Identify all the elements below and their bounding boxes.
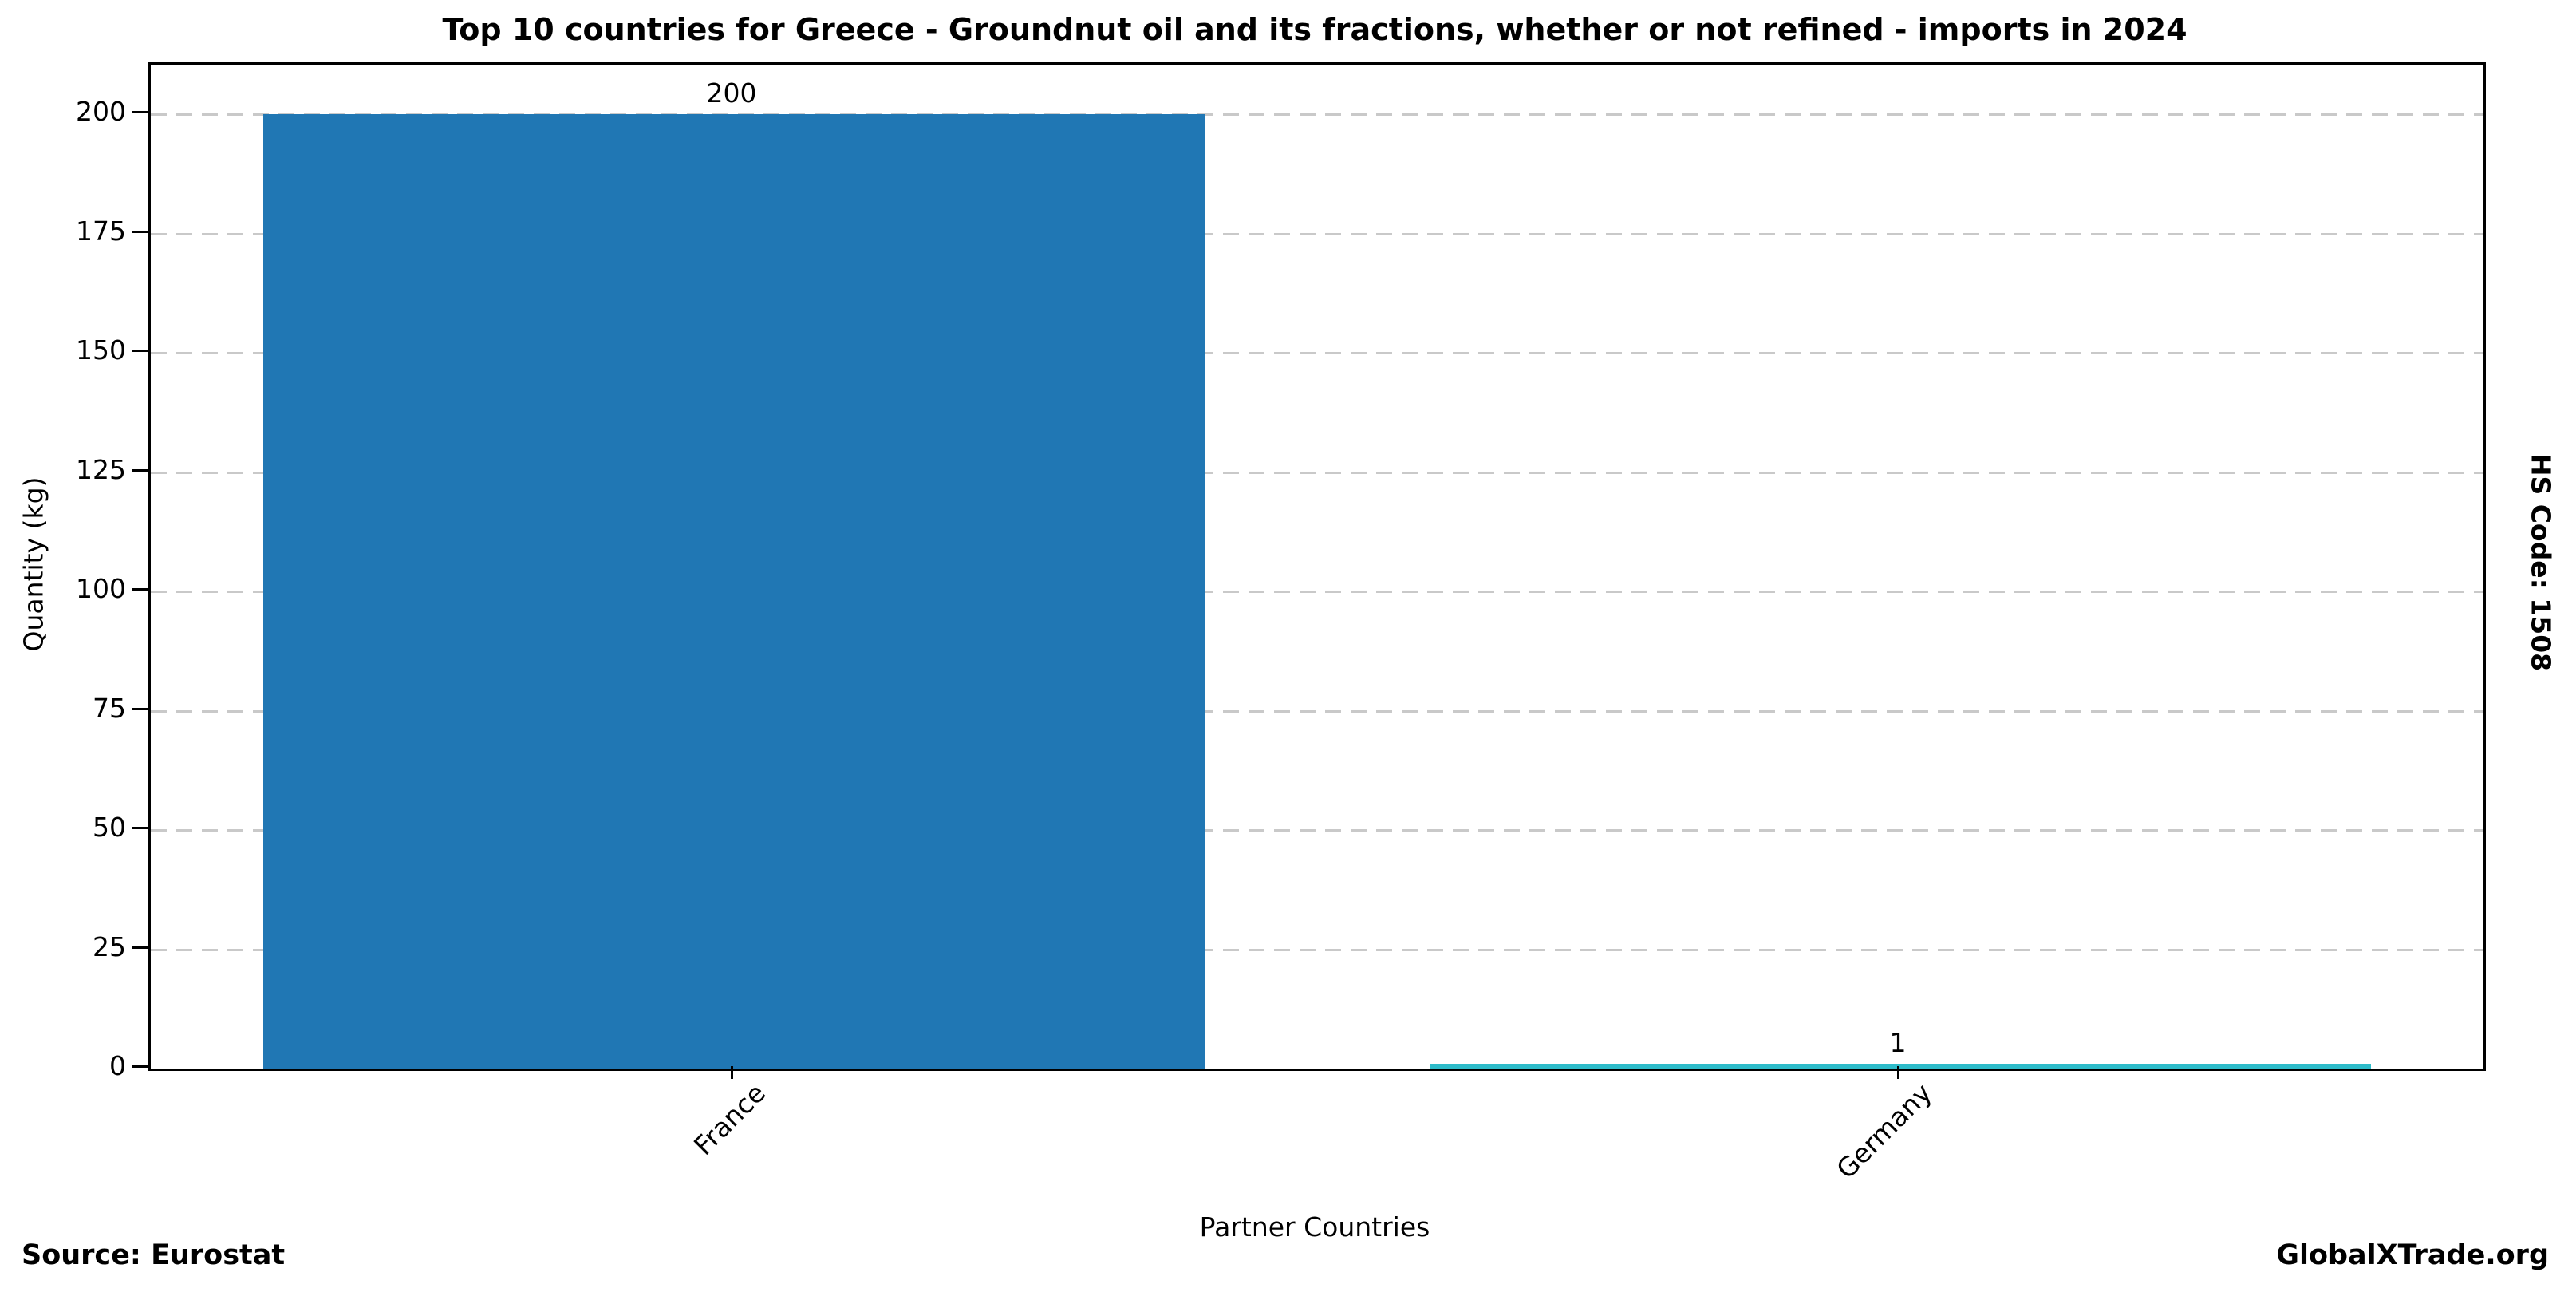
y-tick-label-150: 150 [76,334,126,365]
bar-value-label-france: 200 [706,77,757,109]
y-tick-label-75: 75 [93,692,126,724]
source-credit: Source: Eurostat [22,1239,286,1271]
plot-area [148,62,2486,1071]
gridline-150 [151,352,2483,354]
gridline-125 [151,471,2483,474]
x-tick-france [730,1066,733,1079]
y-tick-75 [132,707,148,710]
y-tick-label-125: 125 [76,453,126,485]
hs-code-label: HS Code: 1508 [2525,453,2557,672]
bar-value-label-germany: 1 [1889,1027,1907,1058]
x-tick-label-germany: Germany [1830,1077,1939,1185]
gridline-175 [151,232,2483,235]
x-axis-label: Partner Countries [1199,1211,1430,1243]
y-tick-label-0: 0 [109,1050,126,1081]
y-tick-label-100: 100 [76,573,126,604]
gridline-75 [151,709,2483,713]
gridline-25 [151,948,2483,951]
y-tick-200 [132,111,148,113]
bar-germany [1430,1064,2371,1069]
chart-title: Top 10 countries for Greece - Groundnut … [442,12,2187,47]
gridline-100 [151,591,2483,593]
y-tick-label-50: 50 [93,812,126,843]
y-tick-0 [132,1065,148,1068]
brand-credit: GlobalXTrade.org [2276,1239,2549,1271]
y-axis-label: Quantity (kg) [18,476,49,652]
y-tick-125 [132,468,148,472]
y-tick-100 [132,588,148,591]
gridline-50 [151,829,2483,832]
y-tick-label-175: 175 [76,215,126,247]
x-tick-label-france: France [688,1077,772,1162]
y-tick-150 [132,350,148,352]
bar-france [263,114,1205,1069]
y-tick-label-25: 25 [93,931,126,962]
y-tick-label-200: 200 [76,96,126,127]
x-tick-germany [1896,1066,1899,1079]
y-tick-25 [132,946,148,949]
y-tick-50 [132,827,148,829]
y-tick-175 [132,230,148,233]
gridline-200 [151,113,2483,116]
